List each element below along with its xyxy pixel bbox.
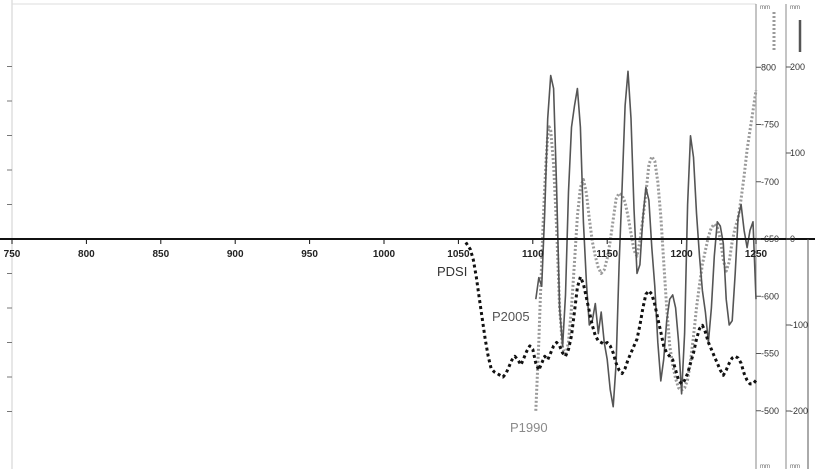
p2005-label: P2005 bbox=[492, 309, 530, 324]
p2005-tick-label: -200 bbox=[790, 406, 808, 416]
p1990-label: P1990 bbox=[510, 420, 548, 435]
series-labels: PDSI P2005 P1990 bbox=[437, 264, 548, 435]
p1990-tick-label: -650 bbox=[761, 234, 779, 244]
p1990-tick-label: -700 bbox=[761, 177, 779, 187]
unit-mm-p1990-bottom: mm bbox=[760, 464, 770, 469]
x-tick-label: 900 bbox=[227, 249, 244, 260]
x-tick-label: 1050 bbox=[447, 249, 470, 260]
p1990-tick-label: -600 bbox=[761, 291, 779, 301]
unit-mm-p1990-top: mm bbox=[760, 5, 770, 11]
series-line-pdsi bbox=[464, 241, 758, 386]
axis-legend-glyphs: mm mm mm mm bbox=[760, 5, 802, 469]
x-tick-label: 750 bbox=[4, 249, 21, 260]
p1990-tick-label: -550 bbox=[761, 349, 779, 359]
x-axis-ticks: 750 800 850 900 950 1000 1050 1100 1150 1200 1250 bbox=[4, 239, 768, 260]
p1990-tick-label: -750 bbox=[761, 120, 779, 130]
x-tick-label: 850 bbox=[152, 249, 169, 260]
zero-axis bbox=[0, 238, 815, 469]
p1990-tick-label: -500 bbox=[761, 406, 779, 416]
x-tick-label: 1250 bbox=[745, 249, 768, 260]
left-axis-ticks bbox=[7, 66, 12, 412]
right-axis-ticks: 800 -750 -700 -650 -600 -550 -500 200 100 0 -100 -2… bbox=[756, 62, 808, 416]
x-tick-label: 950 bbox=[301, 249, 318, 260]
pdsi-label: PDSI bbox=[437, 264, 467, 279]
series-layer bbox=[464, 70, 758, 411]
unit-mm-p2005-top: mm bbox=[790, 5, 800, 11]
p2005-tick-label: 200 bbox=[790, 62, 805, 72]
x-tick-label: 800 bbox=[78, 249, 95, 260]
x-tick-label: 1000 bbox=[373, 249, 396, 260]
series-line-p2005 bbox=[535, 70, 757, 408]
x-tick-label: 1150 bbox=[596, 249, 618, 260]
p1990-tick-label: 800 bbox=[761, 62, 776, 72]
p2005-tick-label: 0 bbox=[790, 234, 795, 244]
p2005-tick-label: 100 bbox=[790, 148, 805, 158]
x-tick-label: 1200 bbox=[670, 249, 693, 260]
p2005-tick-label: -100 bbox=[790, 320, 808, 330]
x-tick-label: 1100 bbox=[522, 249, 544, 260]
chart-frame bbox=[11, 0, 787, 469]
unit-mm-p2005-bottom: mm bbox=[790, 464, 800, 469]
